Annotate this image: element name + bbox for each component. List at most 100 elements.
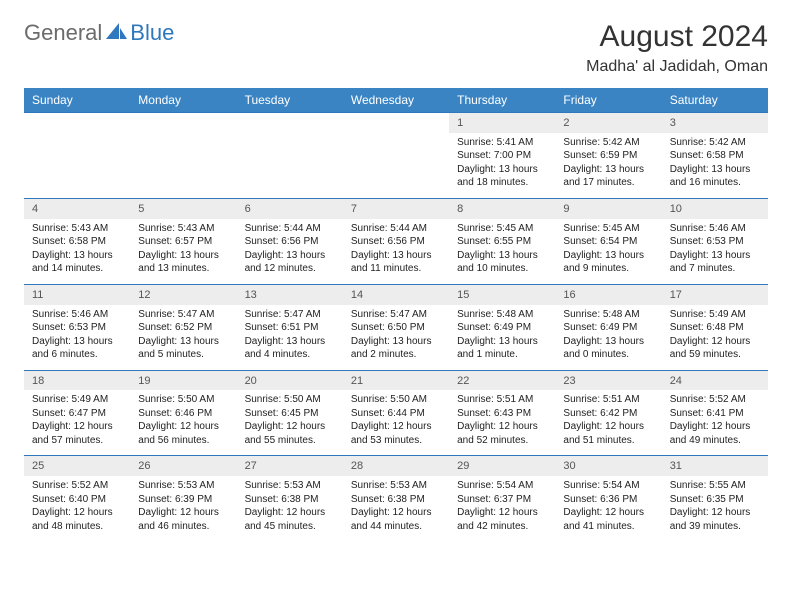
day-d1: Daylight: 13 hours xyxy=(457,163,547,177)
day-number-cell: 9 xyxy=(555,198,661,218)
day-ss: Sunset: 6:43 PM xyxy=(457,407,547,421)
weekday-header: Monday xyxy=(130,88,236,113)
day-number-cell: 10 xyxy=(662,198,768,218)
day-ss: Sunset: 6:53 PM xyxy=(32,321,122,335)
day-ss: Sunset: 6:48 PM xyxy=(670,321,760,335)
day-detail-cell xyxy=(343,133,449,199)
day-detail-row: Sunrise: 5:43 AMSunset: 6:58 PMDaylight:… xyxy=(24,219,768,285)
day-ss: Sunset: 6:57 PM xyxy=(138,235,228,249)
day-number-cell: 16 xyxy=(555,284,661,304)
calendar-body: 123Sunrise: 5:41 AMSunset: 7:00 PMDaylig… xyxy=(24,113,768,542)
day-detail-cell xyxy=(130,133,236,199)
logo-sail-icon xyxy=(106,21,128,46)
day-sr: Sunrise: 5:45 AM xyxy=(563,222,653,236)
day-detail-cell: Sunrise: 5:46 AMSunset: 6:53 PMDaylight:… xyxy=(662,219,768,285)
day-number-cell: 20 xyxy=(237,370,343,390)
day-d1: Daylight: 12 hours xyxy=(670,335,760,349)
day-number-row: 25262728293031 xyxy=(24,456,768,476)
day-number-cell: 1 xyxy=(449,113,555,133)
day-sr: Sunrise: 5:42 AM xyxy=(670,136,760,150)
day-number-cell: 8 xyxy=(449,198,555,218)
day-d2: and 46 minutes. xyxy=(138,520,228,534)
day-ss: Sunset: 6:47 PM xyxy=(32,407,122,421)
day-sr: Sunrise: 5:44 AM xyxy=(351,222,441,236)
day-number-cell: 3 xyxy=(662,113,768,133)
header: General Blue August 2024 Madha' al Jadid… xyxy=(24,20,768,76)
day-d2: and 2 minutes. xyxy=(351,348,441,362)
day-d1: Daylight: 13 hours xyxy=(563,163,653,177)
day-d1: Daylight: 13 hours xyxy=(457,249,547,263)
day-sr: Sunrise: 5:49 AM xyxy=(670,308,760,322)
day-detail-cell xyxy=(237,133,343,199)
day-ss: Sunset: 6:58 PM xyxy=(32,235,122,249)
day-sr: Sunrise: 5:46 AM xyxy=(32,308,122,322)
day-detail-cell: Sunrise: 5:51 AMSunset: 6:42 PMDaylight:… xyxy=(555,390,661,456)
weekday-header: Thursday xyxy=(449,88,555,113)
day-detail-cell: Sunrise: 5:42 AMSunset: 6:58 PMDaylight:… xyxy=(662,133,768,199)
day-number-row: 18192021222324 xyxy=(24,370,768,390)
day-number-cell xyxy=(343,113,449,133)
day-detail-row: Sunrise: 5:41 AMSunset: 7:00 PMDaylight:… xyxy=(24,133,768,199)
day-detail-cell: Sunrise: 5:43 AMSunset: 6:57 PMDaylight:… xyxy=(130,219,236,285)
day-ss: Sunset: 6:37 PM xyxy=(457,493,547,507)
day-d1: Daylight: 12 hours xyxy=(245,420,335,434)
day-d2: and 18 minutes. xyxy=(457,176,547,190)
day-d2: and 14 minutes. xyxy=(32,262,122,276)
day-ss: Sunset: 6:36 PM xyxy=(563,493,653,507)
day-d2: and 59 minutes. xyxy=(670,348,760,362)
day-d1: Daylight: 12 hours xyxy=(670,506,760,520)
day-d2: and 49 minutes. xyxy=(670,434,760,448)
day-d1: Daylight: 13 hours xyxy=(351,249,441,263)
day-ss: Sunset: 6:53 PM xyxy=(670,235,760,249)
day-detail-cell: Sunrise: 5:51 AMSunset: 6:43 PMDaylight:… xyxy=(449,390,555,456)
logo-text-blue: Blue xyxy=(130,20,174,46)
day-detail-cell: Sunrise: 5:52 AMSunset: 6:41 PMDaylight:… xyxy=(662,390,768,456)
day-ss: Sunset: 6:59 PM xyxy=(563,149,653,163)
day-d2: and 5 minutes. xyxy=(138,348,228,362)
day-number-cell: 22 xyxy=(449,370,555,390)
day-ss: Sunset: 6:52 PM xyxy=(138,321,228,335)
day-d2: and 11 minutes. xyxy=(351,262,441,276)
day-number-cell: 2 xyxy=(555,113,661,133)
day-detail-cell: Sunrise: 5:44 AMSunset: 6:56 PMDaylight:… xyxy=(343,219,449,285)
day-ss: Sunset: 6:56 PM xyxy=(351,235,441,249)
day-d2: and 7 minutes. xyxy=(670,262,760,276)
day-number-cell: 19 xyxy=(130,370,236,390)
day-number-cell: 21 xyxy=(343,370,449,390)
day-ss: Sunset: 6:46 PM xyxy=(138,407,228,421)
day-sr: Sunrise: 5:48 AM xyxy=(457,308,547,322)
logo-text-general: General xyxy=(24,20,102,46)
day-detail-cell: Sunrise: 5:49 AMSunset: 6:47 PMDaylight:… xyxy=(24,390,130,456)
day-detail-cell: Sunrise: 5:48 AMSunset: 6:49 PMDaylight:… xyxy=(449,305,555,371)
day-number-cell xyxy=(24,113,130,133)
day-number-cell: 31 xyxy=(662,456,768,476)
day-number-cell: 25 xyxy=(24,456,130,476)
day-sr: Sunrise: 5:55 AM xyxy=(670,479,760,493)
weekday-header: Sunday xyxy=(24,88,130,113)
day-sr: Sunrise: 5:54 AM xyxy=(457,479,547,493)
day-sr: Sunrise: 5:45 AM xyxy=(457,222,547,236)
day-sr: Sunrise: 5:51 AM xyxy=(457,393,547,407)
day-d1: Daylight: 12 hours xyxy=(563,506,653,520)
day-d2: and 9 minutes. xyxy=(563,262,653,276)
logo: General Blue xyxy=(24,20,174,46)
day-sr: Sunrise: 5:49 AM xyxy=(32,393,122,407)
day-detail-cell: Sunrise: 5:47 AMSunset: 6:50 PMDaylight:… xyxy=(343,305,449,371)
day-number-cell: 7 xyxy=(343,198,449,218)
day-detail-cell: Sunrise: 5:52 AMSunset: 6:40 PMDaylight:… xyxy=(24,476,130,541)
day-d2: and 39 minutes. xyxy=(670,520,760,534)
day-d1: Daylight: 13 hours xyxy=(245,249,335,263)
day-ss: Sunset: 6:51 PM xyxy=(245,321,335,335)
day-number-cell: 18 xyxy=(24,370,130,390)
day-d1: Daylight: 13 hours xyxy=(32,335,122,349)
day-detail-cell: Sunrise: 5:54 AMSunset: 6:37 PMDaylight:… xyxy=(449,476,555,541)
day-sr: Sunrise: 5:47 AM xyxy=(351,308,441,322)
day-ss: Sunset: 6:42 PM xyxy=(563,407,653,421)
day-d1: Daylight: 13 hours xyxy=(563,335,653,349)
day-d1: Daylight: 12 hours xyxy=(457,506,547,520)
day-detail-cell xyxy=(24,133,130,199)
day-d2: and 13 minutes. xyxy=(138,262,228,276)
day-number-row: 123 xyxy=(24,113,768,133)
day-sr: Sunrise: 5:50 AM xyxy=(351,393,441,407)
month-title: August 2024 xyxy=(586,20,768,54)
